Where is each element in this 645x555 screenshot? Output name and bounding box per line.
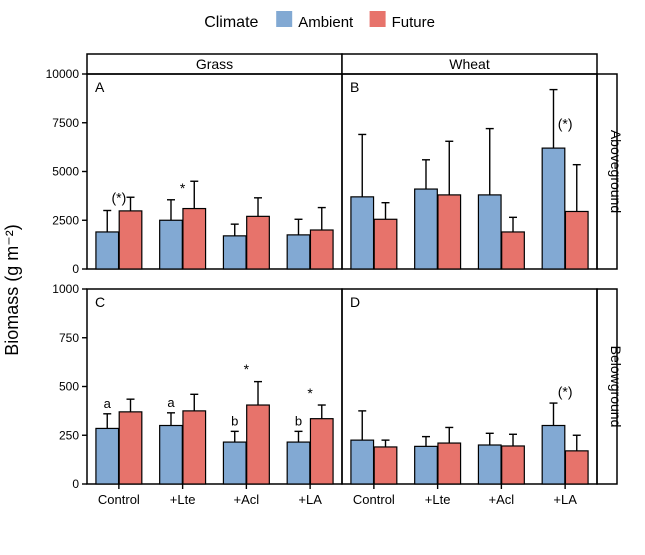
svg-text:(*): (*) xyxy=(558,116,573,132)
svg-text:2500: 2500 xyxy=(52,213,79,227)
svg-text:Wheat: Wheat xyxy=(449,56,490,72)
svg-text:Control: Control xyxy=(98,492,140,507)
svg-text:+LA: +LA xyxy=(298,492,322,507)
svg-text:+Lte: +Lte xyxy=(170,492,196,507)
svg-text:(*): (*) xyxy=(558,383,573,399)
svg-text:*: * xyxy=(307,385,313,401)
svg-text:Grass: Grass xyxy=(196,56,233,72)
svg-text:5000: 5000 xyxy=(52,165,79,179)
svg-text:+LA: +LA xyxy=(553,492,577,507)
svg-text:Biomass (g m⁻²): Biomass (g m⁻²) xyxy=(2,224,22,356)
svg-text:A: A xyxy=(95,79,105,95)
svg-text:+Acl: +Acl xyxy=(234,492,260,507)
svg-text:b: b xyxy=(231,414,238,429)
svg-text:+Lte: +Lte xyxy=(425,492,451,507)
svg-text:Aboveground: Aboveground xyxy=(608,130,624,213)
svg-text:750: 750 xyxy=(59,331,79,345)
svg-text:D: D xyxy=(350,294,360,310)
svg-text:*: * xyxy=(244,361,250,377)
svg-text:0: 0 xyxy=(72,477,79,491)
svg-text:b: b xyxy=(295,414,302,429)
svg-text:7500: 7500 xyxy=(52,116,79,130)
svg-text:Climate: Climate xyxy=(204,14,258,31)
svg-text:Ambient: Ambient xyxy=(298,14,354,31)
svg-text:250: 250 xyxy=(59,428,79,442)
svg-text:1000: 1000 xyxy=(52,282,79,296)
svg-text:Control: Control xyxy=(353,492,395,507)
svg-text:a: a xyxy=(167,395,175,410)
svg-text:a: a xyxy=(104,396,112,411)
svg-text:+Acl: +Acl xyxy=(489,492,515,507)
svg-text:0: 0 xyxy=(72,262,79,276)
svg-text:*: * xyxy=(180,180,186,196)
svg-text:Future: Future xyxy=(392,14,435,31)
svg-text:500: 500 xyxy=(59,380,79,394)
svg-text:10000: 10000 xyxy=(46,67,80,81)
svg-text:Belowground: Belowground xyxy=(608,346,624,428)
biomass-chart: Climate Ambient Future Biomass (g m⁻²) Grass… xyxy=(0,0,645,550)
svg-text:(*): (*) xyxy=(111,190,126,206)
svg-text:C: C xyxy=(95,294,105,310)
svg-text:B: B xyxy=(350,79,359,95)
